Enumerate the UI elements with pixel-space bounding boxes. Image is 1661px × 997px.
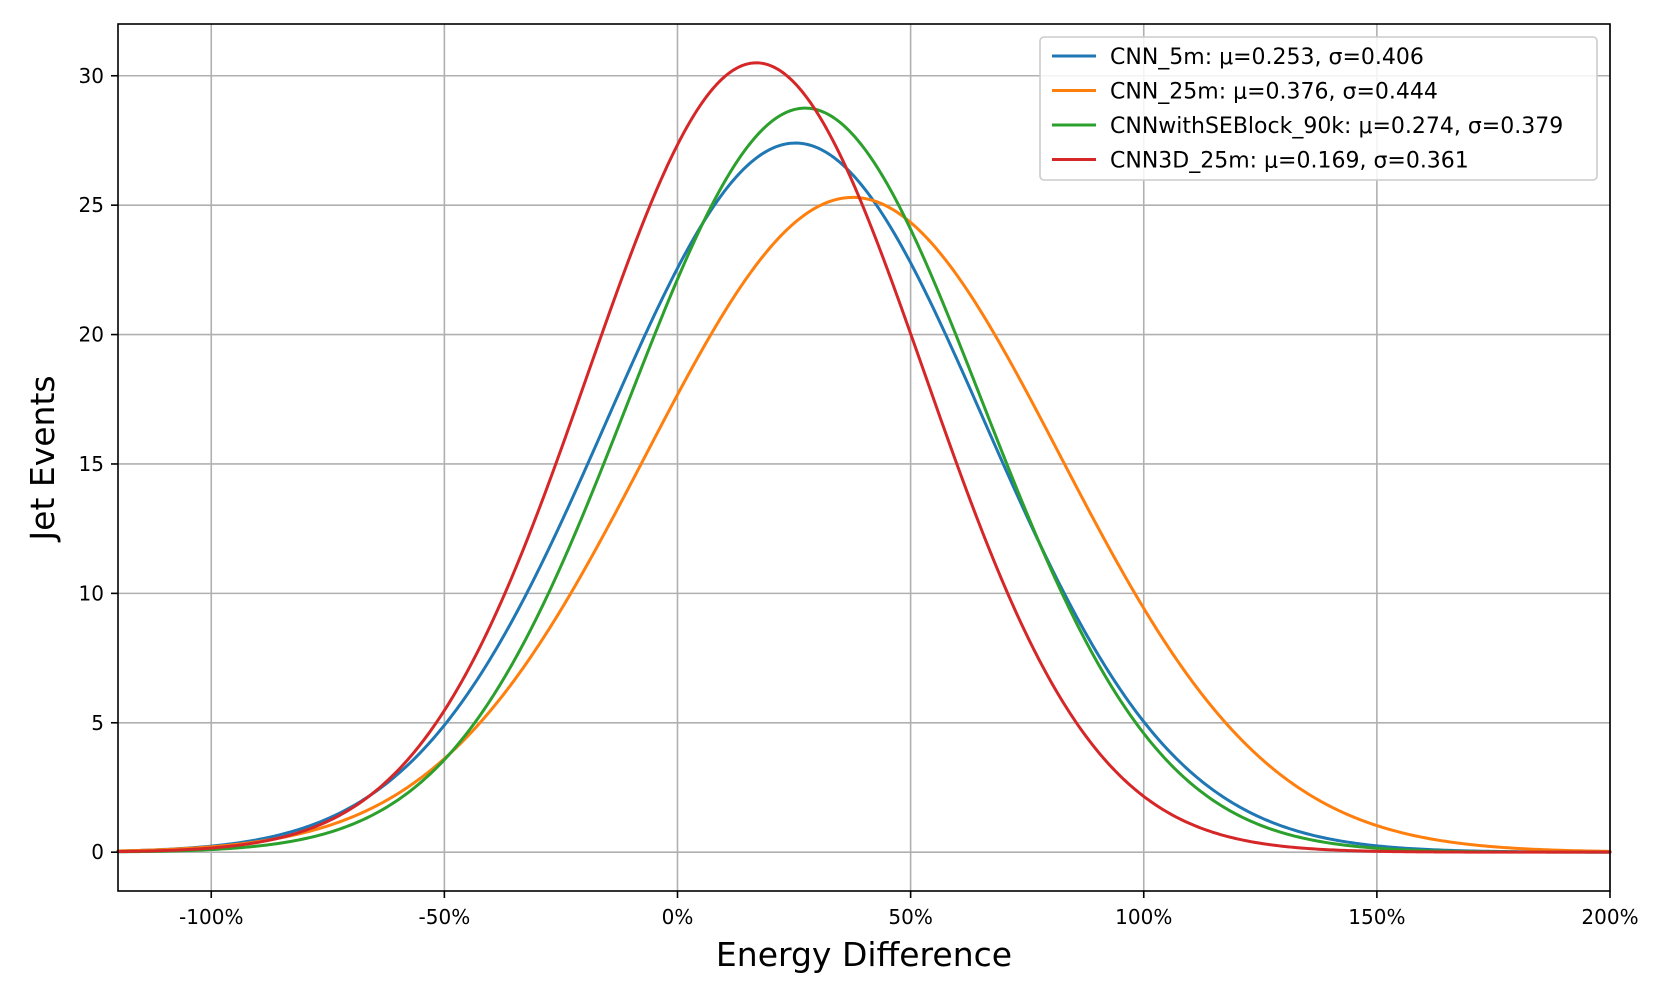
legend-label-CNN_25m: CNN_25m: μ=0.376, σ=0.444: [1110, 80, 1438, 105]
series-group: [116, 61, 1612, 854]
x-tick-label: 0%: [662, 905, 694, 929]
y-tick-label: 10: [79, 581, 104, 605]
plot-frame: [117, 23, 1611, 892]
x-tick-label: 150%: [1348, 905, 1405, 929]
series-line-CNN_5m: [116, 141, 1612, 854]
y-tick-label: 25: [79, 193, 104, 217]
series-line-CNNwithSEBlock_90k: [116, 106, 1612, 854]
legend: CNN_5m: μ=0.253, σ=0.406 CNN_25m: μ=0.376…: [1039, 36, 1598, 181]
legend-label-CNNwithSEBlock_90k: CNNwithSEBlock_90k: μ=0.274, σ=0.379: [1110, 114, 1563, 139]
series-line-CNN3D_25m: [116, 61, 1612, 854]
y-tick-label: 20: [79, 323, 104, 347]
x-tick-label: 100%: [1115, 905, 1172, 929]
legend-box: [1039, 36, 1598, 181]
y-tick-label: 30: [79, 64, 104, 88]
y-axis-label: Jet Events: [23, 375, 62, 542]
series-line-CNN_25m: [116, 195, 1612, 853]
y-tick-label: 5: [91, 711, 104, 735]
y-tick-label: 15: [79, 452, 104, 476]
x-axis-label: Energy Difference: [716, 935, 1012, 974]
x-tick-label: 50%: [888, 905, 932, 929]
legend-label-CNN_5m: CNN_5m: μ=0.253, σ=0.406: [1110, 45, 1424, 70]
x-tick-label: -50%: [419, 905, 471, 929]
y-tick-label: 0: [91, 840, 104, 864]
x-axis: -100% -50% 0% 50% 100% 150% 200%: [179, 891, 1639, 929]
legend-label-CNN3D_25m: CNN3D_25m: μ=0.169, σ=0.361: [1110, 149, 1469, 174]
x-tick-label: 200%: [1581, 905, 1638, 929]
y-axis: 0 5 10 15 20 25 30: [79, 64, 118, 864]
x-tick-label: -100%: [179, 905, 243, 929]
